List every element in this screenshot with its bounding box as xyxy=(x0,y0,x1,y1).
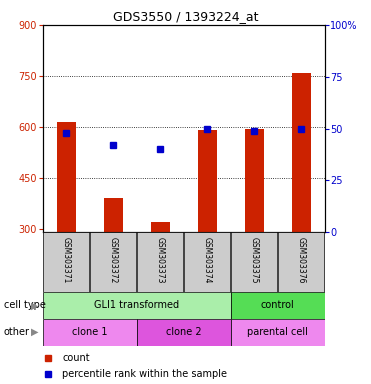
Bar xyxy=(231,319,325,346)
Bar xyxy=(43,232,89,292)
Text: GSM303373: GSM303373 xyxy=(156,237,165,283)
Bar xyxy=(137,232,183,292)
Bar xyxy=(43,292,231,319)
Bar xyxy=(43,319,137,346)
Text: count: count xyxy=(62,353,90,364)
Bar xyxy=(245,129,263,232)
Text: clone 1: clone 1 xyxy=(72,327,108,337)
Text: GSM303376: GSM303376 xyxy=(297,237,306,283)
Text: other: other xyxy=(4,327,30,337)
Bar xyxy=(90,232,136,292)
Bar xyxy=(278,232,324,292)
Text: GSM303375: GSM303375 xyxy=(250,237,259,283)
Bar xyxy=(57,122,76,232)
Text: clone 2: clone 2 xyxy=(166,327,201,337)
Bar xyxy=(104,198,122,232)
Text: GLI1 transformed: GLI1 transformed xyxy=(94,300,179,310)
Text: ▶: ▶ xyxy=(32,300,39,310)
Bar xyxy=(231,292,325,319)
Bar xyxy=(137,319,231,346)
Text: GSM303371: GSM303371 xyxy=(62,237,70,283)
Bar xyxy=(151,222,170,232)
Bar xyxy=(198,130,217,232)
Text: cell type: cell type xyxy=(4,300,46,310)
Text: percentile rank within the sample: percentile rank within the sample xyxy=(62,369,227,379)
Bar xyxy=(184,232,230,292)
Bar xyxy=(231,232,277,292)
Text: GSM303374: GSM303374 xyxy=(203,237,211,283)
Bar xyxy=(292,73,311,232)
Text: GSM303372: GSM303372 xyxy=(109,237,118,283)
Text: GDS3550 / 1393224_at: GDS3550 / 1393224_at xyxy=(113,10,258,23)
Text: control: control xyxy=(261,300,295,310)
Text: ▶: ▶ xyxy=(32,327,39,337)
Text: parental cell: parental cell xyxy=(247,327,308,337)
